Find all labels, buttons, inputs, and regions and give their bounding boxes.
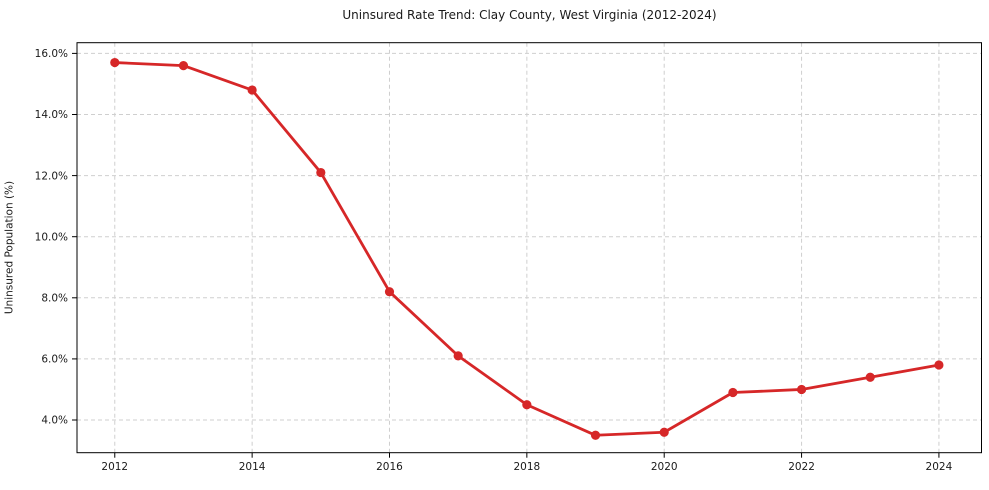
data-point-marker <box>796 384 807 395</box>
data-point-marker <box>865 372 875 382</box>
data-point-marker <box>316 167 326 178</box>
data-point-marker <box>522 400 532 410</box>
data-point-marker <box>590 430 601 440</box>
y-tick-label: 4.0% <box>41 415 68 427</box>
y-tick-label: 10.0% <box>35 231 68 243</box>
data-point-marker <box>178 61 189 71</box>
x-tick-label: 2012 <box>101 461 128 473</box>
data-point-marker <box>247 85 257 95</box>
data-point-marker <box>453 351 463 361</box>
y-tick-label: 6.0% <box>41 354 68 366</box>
chart-title: Uninsured Rate Trend: Clay County, West … <box>342 8 717 22</box>
x-tick-label: 2022 <box>788 461 815 473</box>
data-point-marker <box>934 360 944 370</box>
data-point-marker <box>384 287 395 297</box>
x-tick-label: 2024 <box>926 461 953 473</box>
x-tick-label: 2016 <box>376 461 403 473</box>
data-point-marker <box>659 427 669 437</box>
data-point-marker <box>110 57 120 68</box>
y-tick-label: 14.0% <box>35 109 68 121</box>
y-tick-label: 8.0% <box>41 293 68 305</box>
axes-spines <box>76 42 982 454</box>
x-tick-label: 2014 <box>239 461 266 473</box>
y-tick-label: 12.0% <box>35 170 68 182</box>
y-tick-label: 16.0% <box>35 48 68 60</box>
data-point-marker <box>728 387 738 398</box>
x-tick-label: 2018 <box>513 461 540 473</box>
x-tick-label: 2020 <box>651 461 678 473</box>
